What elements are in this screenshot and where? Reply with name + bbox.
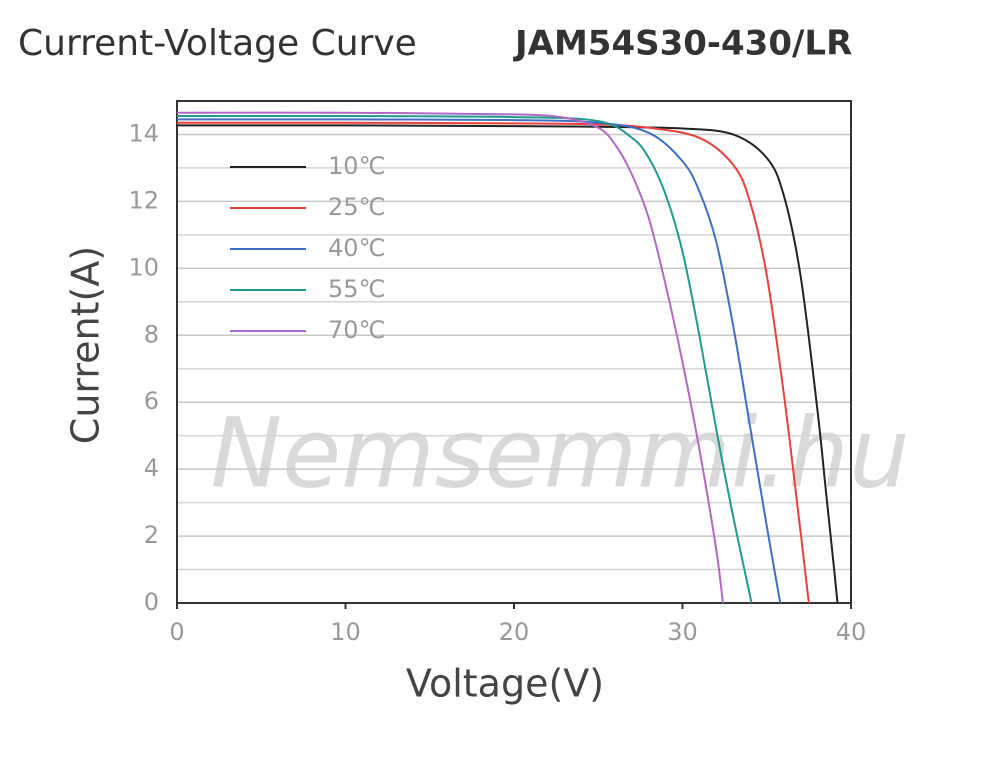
- iv-curve: [176, 121, 810, 604]
- x-tick-label: 20: [499, 618, 530, 646]
- legend-label: 40℃: [328, 234, 386, 262]
- y-axis-label: Current(A): [64, 246, 108, 444]
- iv-curve: [176, 124, 839, 604]
- x-tick-label: 10: [330, 618, 361, 646]
- x-tick-label: 30: [667, 618, 698, 646]
- y-tick-label: 0: [144, 588, 159, 616]
- plot-frame: [176, 100, 852, 604]
- legend-label: 25℃: [328, 193, 386, 221]
- y-tick-label: 4: [144, 454, 159, 482]
- y-tick-label: 12: [128, 186, 159, 214]
- y-tick-label: 6: [144, 387, 159, 415]
- y-tick-label: 10: [128, 253, 159, 281]
- x-axis-label: Voltage(V): [406, 662, 604, 706]
- x-tick-label: 0: [169, 618, 184, 646]
- legend-label: 70℃: [328, 316, 386, 344]
- chart-subtitle: JAM54S30-430/LR: [513, 24, 852, 64]
- y-tick-label: 2: [144, 521, 159, 549]
- chart-title: Current-Voltage Curve: [18, 23, 417, 64]
- legend-label: 55℃: [328, 275, 386, 303]
- x-tick-label: 40: [836, 618, 867, 646]
- y-tick-label: 8: [144, 320, 159, 348]
- watermark: Nemsemmi.hu: [210, 397, 909, 509]
- iv-curve: [176, 118, 782, 604]
- y-tick-label: 14: [128, 119, 159, 147]
- iv-curve: [176, 114, 753, 604]
- legend-label: 10℃: [328, 152, 386, 180]
- iv-curve: [176, 111, 724, 604]
